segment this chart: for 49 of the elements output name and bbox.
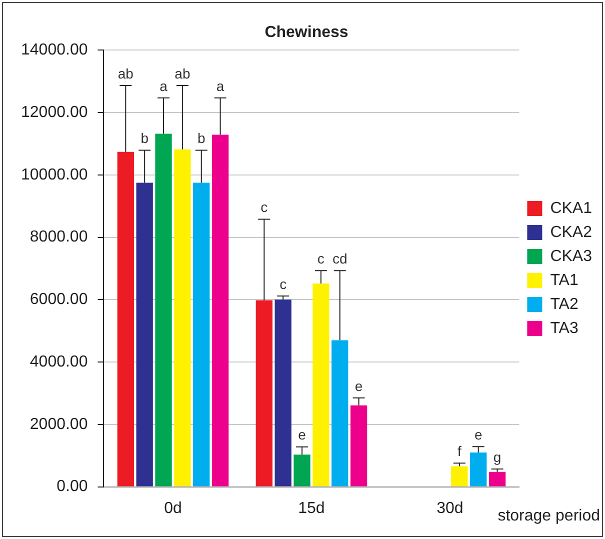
annotation: ab [118,65,134,82]
bar [312,283,330,486]
annotation: e [298,426,306,443]
annotation: a [160,78,168,94]
annotation: cd [332,250,348,267]
y-tick-label: 0.00 [56,478,88,496]
y-tick-label: 10000.00 [21,166,88,184]
y-tick-label: 14000.00 [21,42,88,59]
y-tick-label: 4000.00 [30,353,88,370]
annotation: c [317,250,324,267]
bar [294,454,310,486]
x-tick-label: 0d [164,500,182,517]
bar [174,149,191,486]
bar [136,182,153,486]
bar [256,300,272,486]
bar [451,466,468,486]
bar [212,134,229,486]
annotation: ab [174,65,190,82]
legend-label: CKA1 [550,200,592,217]
annotation: c [260,199,268,216]
annotation: g [493,448,502,465]
chart-title: Chewiness [264,24,348,42]
bar [332,340,348,486]
legend-label: CKA3 [550,248,592,265]
annotation: a [216,78,224,94]
y-tick-label: 2000.00 [30,416,88,433]
annotation: f [457,442,462,459]
legend-label: TA1 [550,272,578,289]
y-tick-label: 6000.00 [30,291,88,308]
bar [488,472,506,486]
y-tick-label: 12000.00 [21,104,88,121]
y-tick-label: 8000.00 [30,228,88,246]
annotation: b [197,130,206,146]
legend-label: CKA2 [550,224,592,241]
bar [117,152,134,486]
annotation: e [474,426,482,442]
annotation: b [140,130,149,146]
bar [155,134,172,486]
legend-label: TA2 [550,296,578,313]
bar [193,182,210,486]
bar [350,405,368,486]
bar [470,452,487,486]
x-axis-title: storage period [498,507,600,524]
annotation: c [280,276,287,292]
bar [274,300,292,486]
legend-label: TA3 [550,320,578,337]
x-tick-label: 15d [298,500,325,517]
x-tick-label: 30d [436,500,464,517]
annotation: e [354,378,363,394]
